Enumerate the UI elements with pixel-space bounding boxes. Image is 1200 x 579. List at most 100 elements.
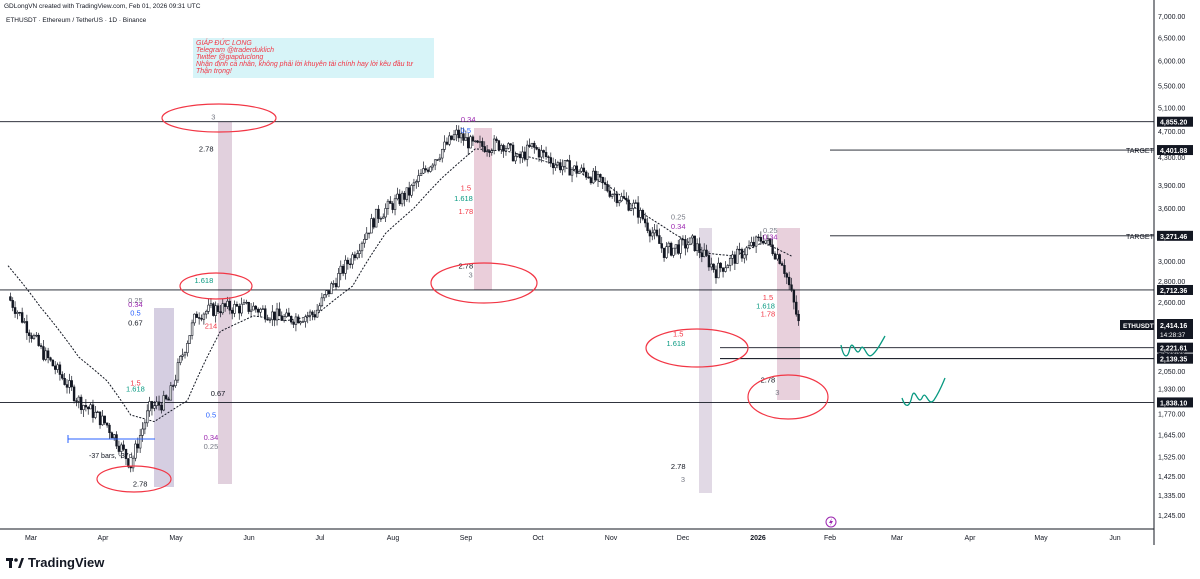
candle-body xyxy=(587,176,590,179)
projection-drawings xyxy=(840,335,946,406)
events-lightning-icon[interactable] xyxy=(825,516,837,528)
symbol-info[interactable]: ETHUSDT · Ethereum / TetherUS · 1D · Bin… xyxy=(6,17,147,24)
fib-level-label: 0.5 xyxy=(206,410,216,419)
candle-body xyxy=(776,254,779,260)
candle-body xyxy=(339,265,342,274)
candle-body xyxy=(577,170,581,174)
candle-body xyxy=(212,303,215,316)
candle-body xyxy=(599,174,602,178)
candle-body xyxy=(738,248,741,251)
candle-body xyxy=(391,203,394,210)
candle-body xyxy=(65,384,69,388)
candle-body xyxy=(351,254,354,265)
target-tag: TARGET xyxy=(1126,234,1155,241)
price-level-box xyxy=(1157,342,1193,353)
price-chart[interactable]: 32.781.6180.250.340.50.671.51.6182.78214… xyxy=(0,0,1200,549)
candle-body xyxy=(271,311,274,320)
candle-body xyxy=(625,197,628,201)
fib-level-label: 3 xyxy=(468,271,472,280)
candle-body xyxy=(525,144,529,160)
candle-body xyxy=(547,156,550,158)
candle-body xyxy=(544,152,548,158)
time-tick-label: Jul xyxy=(316,535,325,542)
candle-body xyxy=(221,303,224,314)
projection-squiggle xyxy=(901,377,946,406)
brand-name: TradingView xyxy=(28,555,105,570)
candle-body xyxy=(259,308,262,313)
candle-body xyxy=(769,238,772,246)
price-level-label: 4,855.20 xyxy=(1160,120,1187,127)
price-axis[interactable]: 7,000.00 6,500.00 6,000.00 5,500.00 5,100.00… xyxy=(1158,14,1185,520)
candle-body xyxy=(686,244,689,249)
price-tick-label: 1,245.00 xyxy=(1158,513,1185,520)
candle-body xyxy=(44,350,47,360)
time-axis[interactable]: Mar Apr May Jun Jul Aug Sep Oct Nov Dec 2026 Feb Mar… xyxy=(25,535,1121,542)
current-price-marker: ETHUSDT 2,414.16 14:28:37 xyxy=(1120,319,1193,339)
candle-body xyxy=(13,307,17,314)
candle-body xyxy=(96,411,99,413)
candle-body xyxy=(89,404,92,410)
candle-body xyxy=(231,309,234,314)
candle-body xyxy=(61,374,64,379)
candle-body xyxy=(452,134,456,140)
fib-level-label: 2.78 xyxy=(199,144,214,153)
candle-body xyxy=(556,162,560,166)
time-tick-label: Apr xyxy=(98,535,110,542)
circle-drawings xyxy=(96,103,829,493)
candle-body xyxy=(77,396,81,402)
candle-body xyxy=(94,411,97,418)
candle-body xyxy=(155,401,158,406)
moving-average-line xyxy=(7,148,792,423)
candle-body xyxy=(643,218,647,224)
candle-body xyxy=(87,406,90,410)
candle-body xyxy=(346,259,350,265)
circle-drawing xyxy=(179,272,253,300)
price-tick-label: 6,000.00 xyxy=(1158,59,1185,66)
candle-body xyxy=(193,313,196,324)
candle-body xyxy=(138,435,142,449)
candle-body xyxy=(507,143,510,149)
candle-body xyxy=(780,263,784,266)
candle-body xyxy=(374,208,378,228)
fib-level-label: 1.618 xyxy=(666,339,685,348)
price-tick-label: 5,100.00 xyxy=(1158,106,1185,113)
time-tick-label: Mar xyxy=(25,535,38,542)
candle-body xyxy=(752,241,755,247)
candle-body xyxy=(103,415,106,424)
time-tick-label: Dec xyxy=(677,535,690,542)
fib-level-label: 0.25 xyxy=(671,213,686,222)
candle-body xyxy=(514,155,517,162)
candle-body xyxy=(618,200,621,204)
candle-body xyxy=(146,410,149,424)
price-tick-label: 2,600.00 xyxy=(1158,300,1185,307)
candle-body xyxy=(315,309,319,318)
price-tick-label: 1,930.00 xyxy=(1158,386,1185,393)
candle-body xyxy=(705,249,708,256)
candle-body xyxy=(462,133,465,141)
bars-ruler-label: -37 bars, -37d xyxy=(89,453,133,460)
tradingview-logo[interactable]: TradingView xyxy=(6,555,104,570)
candle-body xyxy=(216,305,220,312)
fib-level-label: 2.78 xyxy=(671,462,686,471)
candle-body xyxy=(294,316,298,325)
candle-body xyxy=(669,242,673,256)
candle-body xyxy=(353,254,357,259)
candle-body xyxy=(504,148,508,152)
disclaimer-text: Nhận định cá nhân, không phải lời khuyên… xyxy=(196,61,413,68)
time-tick-label: Mar xyxy=(891,535,904,542)
candle-body xyxy=(278,308,281,317)
time-tick-label: Nov xyxy=(605,535,618,542)
time-tick-label: May xyxy=(1034,535,1048,542)
candle-body xyxy=(384,208,387,218)
fib-labels: 32.781.6180.250.340.50.671.51.6182.78214… xyxy=(126,113,779,489)
current-price-symbol-box xyxy=(1120,320,1154,330)
candle-body xyxy=(573,165,576,170)
candle-body xyxy=(79,396,83,411)
candle-body xyxy=(559,162,562,171)
price-level-label: 4,401.88 xyxy=(1160,148,1187,155)
fib-level-label: 3 xyxy=(681,475,685,484)
candle-body xyxy=(417,175,420,182)
author-note-box[interactable] xyxy=(193,38,434,78)
candle-body xyxy=(323,294,326,299)
price-level-label: 3,271.46 xyxy=(1160,234,1187,241)
